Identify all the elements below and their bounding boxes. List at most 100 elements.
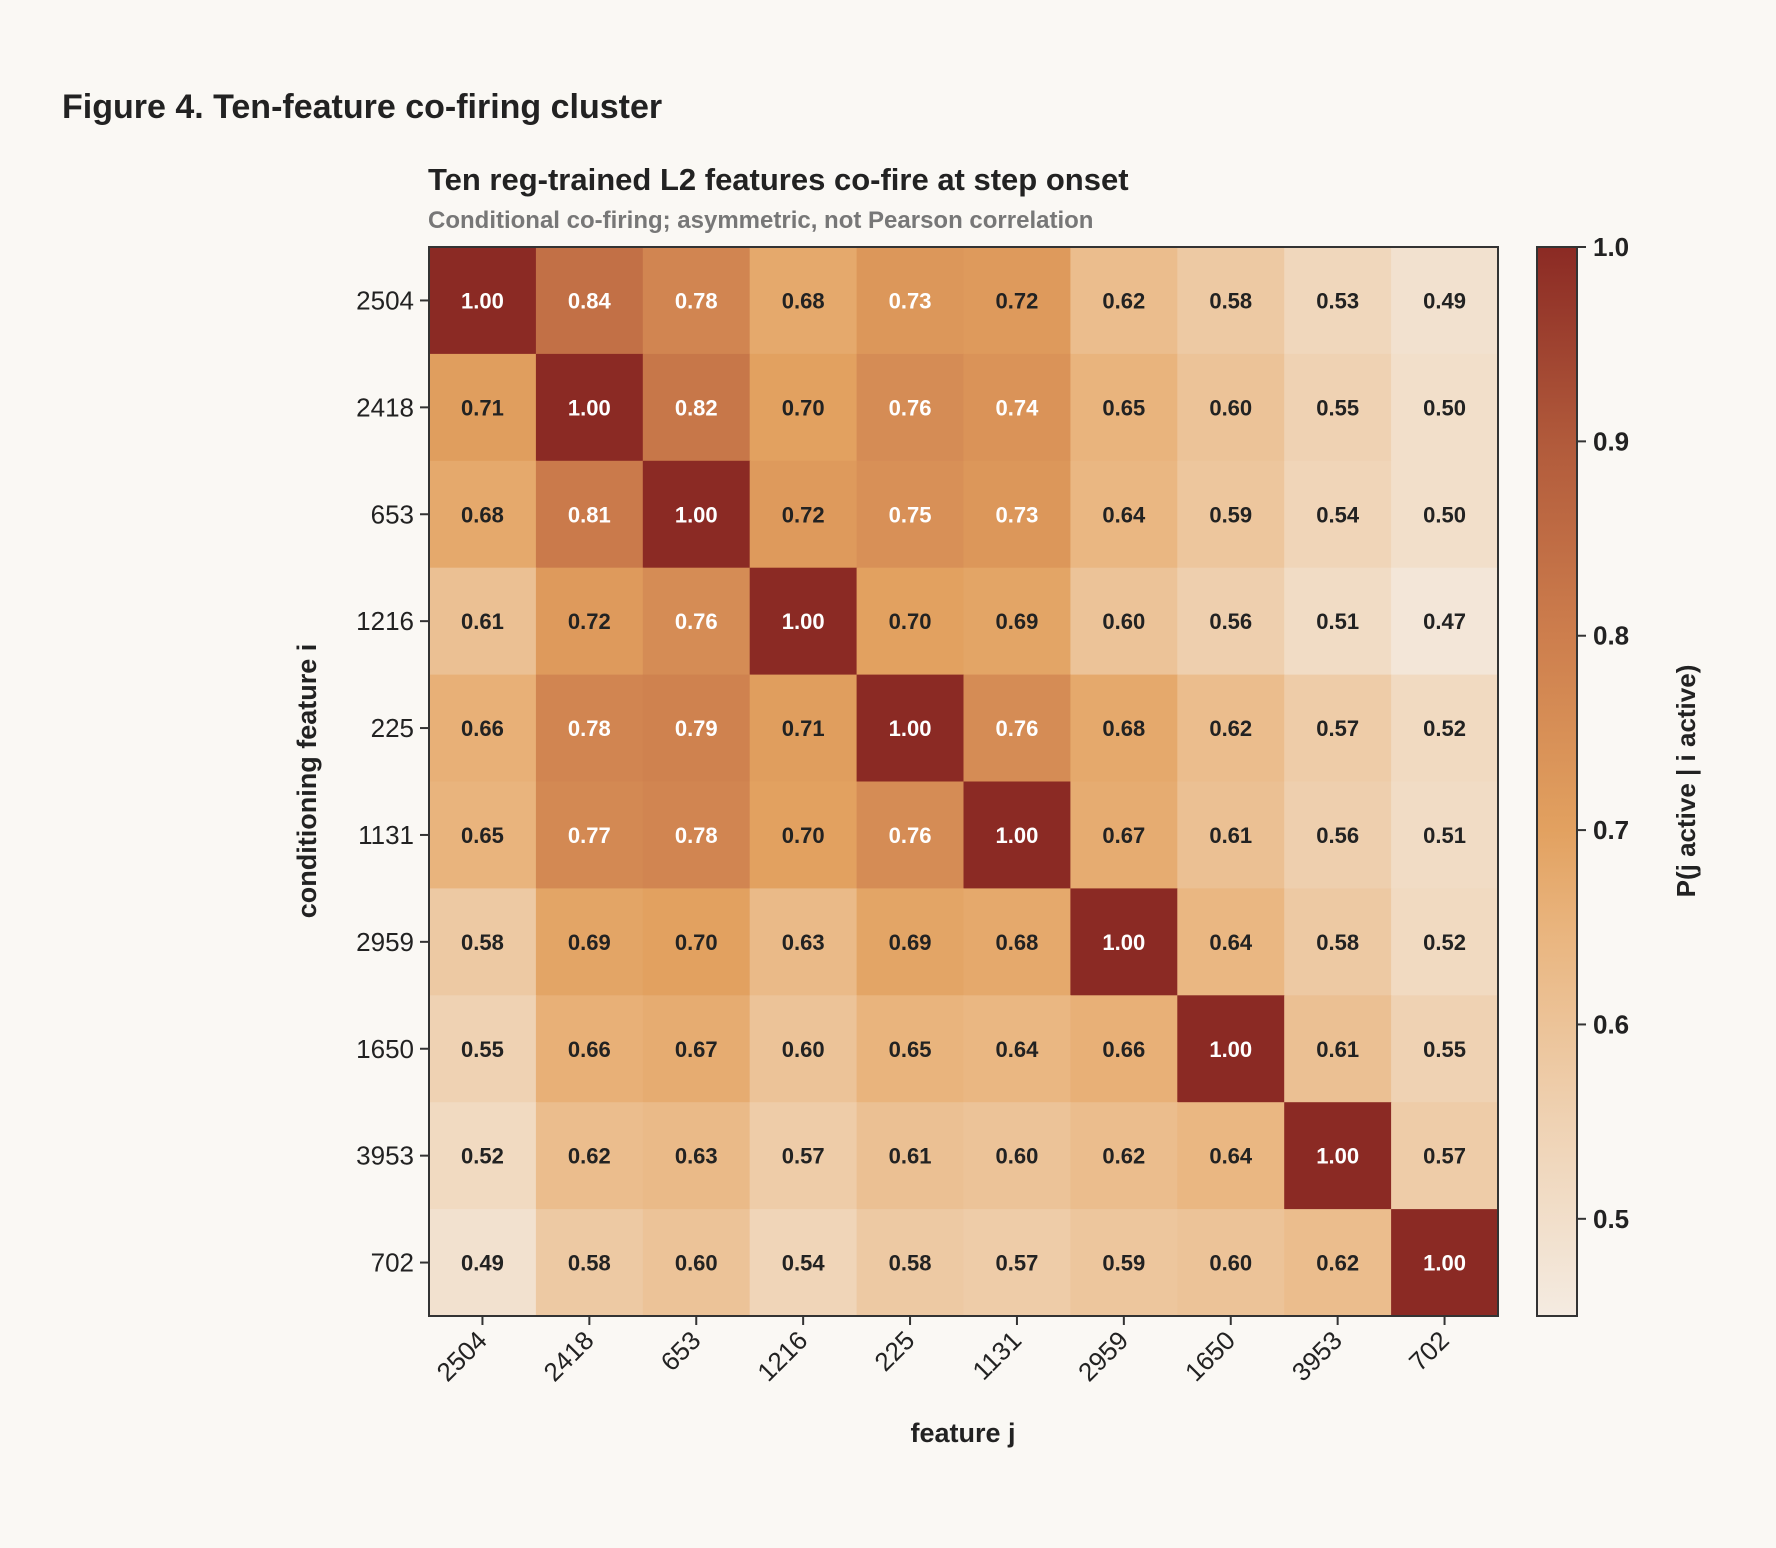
cell-value-label: 0.70 <box>675 930 718 955</box>
heatmap-cell <box>1177 460 1285 569</box>
heatmap-cell <box>1284 995 1392 1103</box>
colorbar-tick-label: 1.0 <box>1593 232 1629 262</box>
cell-value-label: 0.61 <box>1209 823 1252 848</box>
cell-value-label: 0.62 <box>568 1144 611 1169</box>
heatmap-cell <box>1070 781 1178 889</box>
heatmap-cell <box>429 247 537 355</box>
y-tick-label: 2959 <box>356 927 414 957</box>
cell-value-label: 0.52 <box>461 1144 504 1169</box>
cell-value-label: 0.52 <box>1423 716 1466 741</box>
cell-value-label: 0.76 <box>889 823 932 848</box>
cell-value-label: 1.00 <box>1423 1251 1466 1276</box>
heatmap-cell <box>1177 995 1285 1103</box>
cell-value-label: 0.58 <box>568 1251 611 1276</box>
cell-value-label: 0.67 <box>1102 823 1145 848</box>
cell-value-label: 0.59 <box>1209 502 1252 527</box>
cell-value-label: 0.60 <box>675 1251 718 1276</box>
heatmap-cell <box>963 460 1071 569</box>
cell-value-label: 0.64 <box>1209 930 1253 955</box>
heatmap-cell <box>856 674 965 783</box>
heatmap-cell <box>1177 888 1285 996</box>
colorbar-tick-label: 0.6 <box>1593 1009 1629 1039</box>
heatmap-cell <box>535 674 644 783</box>
cell-value-label: 0.68 <box>461 502 504 527</box>
heatmap-cell <box>535 460 644 569</box>
cell-value-label: 0.61 <box>1316 1037 1359 1062</box>
heatmap-cell <box>1391 781 1499 889</box>
heatmap-cell <box>429 781 537 889</box>
heatmap-cell <box>1070 888 1178 996</box>
cell-value-label: 0.69 <box>568 930 611 955</box>
colorbar: 0.5 0.6 0.7 0.8 0.9 1.0 <box>1536 232 1629 1317</box>
cell-value-label: 0.55 <box>1423 1037 1466 1062</box>
cell-value-label: 0.54 <box>782 1251 826 1276</box>
cell-value-label: 0.78 <box>675 288 718 313</box>
cell-value-label: 0.62 <box>1102 288 1145 313</box>
heatmap-cells <box>429 247 1499 1317</box>
heatmap-cell <box>1284 674 1392 783</box>
cell-value-label: 0.51 <box>1316 609 1359 634</box>
heatmap-cell <box>535 1209 644 1317</box>
cell-value-label: 0.60 <box>782 1037 825 1062</box>
x-tick-label: 1131 <box>966 1325 1027 1386</box>
cell-value-label: 0.56 <box>1209 609 1252 634</box>
heatmap-cell <box>535 247 644 355</box>
heatmap-cell <box>642 460 751 569</box>
heatmap-cell <box>429 1209 537 1317</box>
cell-value-label: 0.69 <box>996 609 1039 634</box>
heatmap-cell <box>535 567 644 676</box>
heatmap-cell <box>1177 1102 1285 1210</box>
cell-value-label: 0.64 <box>1209 1144 1253 1169</box>
heatmap-cell <box>429 460 537 569</box>
cell-value-label: 0.71 <box>461 395 504 420</box>
cell-value-label: 0.63 <box>675 1144 718 1169</box>
heatmap-cell <box>749 674 858 783</box>
cell-value-label: 0.61 <box>889 1144 932 1169</box>
cell-value-label: 0.62 <box>1102 1144 1145 1169</box>
y-axis-label: conditioning feature i <box>292 644 322 919</box>
heatmap-cell <box>963 995 1071 1103</box>
cell-value-label: 0.50 <box>1423 502 1466 527</box>
heatmap-cell <box>1070 1102 1178 1210</box>
heatmap-cell <box>1070 353 1178 462</box>
cell-value-label: 0.55 <box>461 1037 504 1062</box>
heatmap-cell <box>1177 247 1285 355</box>
heatmap-cell <box>1284 781 1392 889</box>
cell-value-label: 0.65 <box>889 1037 932 1062</box>
y-tick-label: 2504 <box>356 285 414 315</box>
heatmap-cell <box>1284 460 1392 569</box>
heatmap-cell <box>1391 460 1499 569</box>
heatmap-cell <box>963 888 1071 996</box>
heatmap-cell <box>642 995 751 1103</box>
cell-value-label: 0.64 <box>996 1037 1040 1062</box>
colorbar-tick-label: 0.9 <box>1593 426 1629 456</box>
heatmap-cell <box>1177 1209 1285 1317</box>
heatmap-cell <box>1284 567 1392 676</box>
heatmap-cell <box>963 353 1071 462</box>
heatmap-cell <box>749 781 858 889</box>
cell-value-label: 0.76 <box>675 609 718 634</box>
heatmap-cell <box>749 1209 858 1317</box>
cell-value-label: 0.72 <box>996 288 1039 313</box>
heatmap-cell <box>856 995 965 1103</box>
cell-value-label: 0.62 <box>1209 716 1252 741</box>
cell-value-label: 0.76 <box>996 716 1039 741</box>
heatmap-cell <box>749 1102 858 1210</box>
cell-value-label: 0.60 <box>996 1144 1039 1169</box>
heatmap-cell <box>749 995 858 1103</box>
y-tick-label: 653 <box>371 499 414 529</box>
cell-value-label: 0.82 <box>675 395 718 420</box>
heatmap-cell <box>856 1102 965 1210</box>
heatmap-cell <box>429 995 537 1103</box>
heatmap-cell <box>1284 353 1392 462</box>
heatmap-cell <box>535 888 644 996</box>
heatmap-cell <box>1070 995 1178 1103</box>
heatmap-cell <box>1284 1209 1392 1317</box>
heatmap-cell <box>856 888 965 996</box>
y-axis: 2504 2418 653 1216 225 1131 2959 1650 3953 702 <box>356 285 429 1278</box>
colorbar-tick-label: 0.7 <box>1593 815 1629 845</box>
heatmap-cell <box>642 353 751 462</box>
cell-value-label: 0.57 <box>996 1251 1039 1276</box>
heatmap-cell <box>749 567 858 676</box>
heatmap-cell <box>535 1102 644 1210</box>
